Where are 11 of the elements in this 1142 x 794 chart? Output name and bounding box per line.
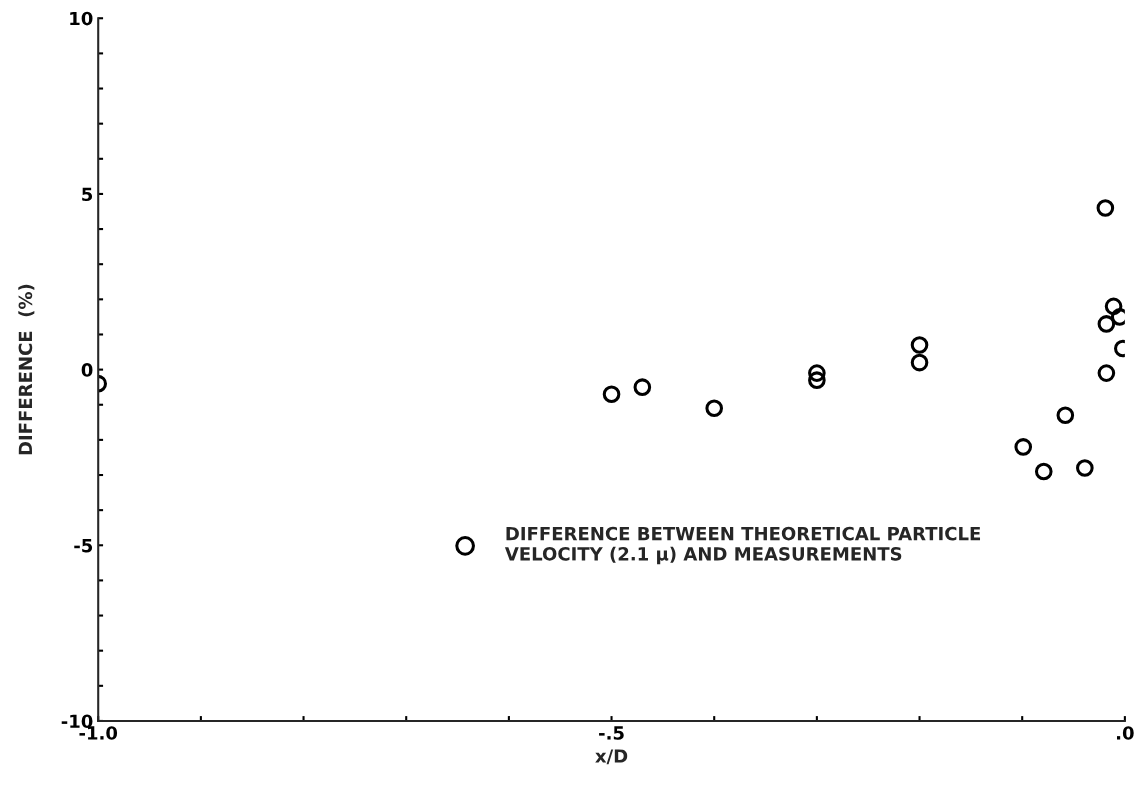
x-tick-label: -.5 [599, 726, 624, 740]
y-tick-label: -5 [74, 538, 93, 553]
y-tick-label: 5 [82, 187, 93, 202]
y-tick-label: -10 [61, 714, 93, 729]
x-axis-title: x/D [595, 749, 628, 765]
x-tick-label: .0 [1117, 726, 1134, 740]
y-tick-label: 10 [70, 11, 93, 26]
legend-label: DIFFERENCE BETWEEN THEORETICAL PARTICLE VELOCITY (2.1 μ) AND MEASUREMENTS [504, 526, 981, 565]
y-tick-label: 0 [81, 363, 93, 377]
y-axis-title: DIFFERENCE (%) [18, 284, 35, 455]
x-tick-label: -1.0 [79, 726, 118, 740]
